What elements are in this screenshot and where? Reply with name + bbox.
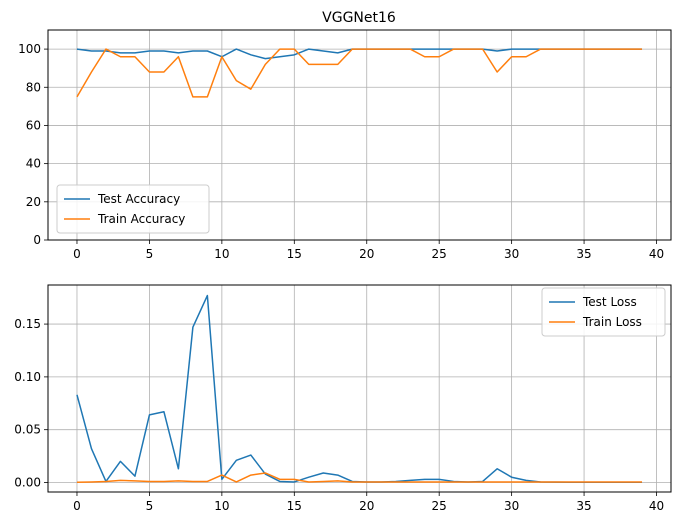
- loss-xtick-label: 30: [504, 499, 519, 513]
- loss-xtick-label: 15: [287, 499, 302, 513]
- accuracy-legend-label: Test Accuracy: [97, 192, 180, 206]
- accuracy-ytick-label: 100: [18, 42, 41, 56]
- loss-xtick-label: 20: [359, 499, 374, 513]
- loss-ytick-label: 0.05: [14, 423, 41, 437]
- loss-legend-label: Test Loss: [582, 295, 637, 309]
- loss-axes-frame: [47, 284, 672, 493]
- accuracy-legend-box: [56, 184, 210, 234]
- accuracy-xtick-label: 15: [287, 247, 302, 261]
- loss-xtick-label: 35: [576, 499, 591, 513]
- accuracy-ytick-label: 0: [33, 233, 41, 247]
- accuracy-series-test-accuracy: [76, 48, 643, 60]
- accuracy-xtick-label: 40: [649, 247, 664, 261]
- accuracy-xtick-label: 5: [146, 247, 154, 261]
- loss-ytick-label: 0.10: [14, 370, 41, 384]
- accuracy-ytick-label: 40: [26, 157, 41, 171]
- loss-legend-label: Train Loss: [582, 315, 642, 329]
- accuracy-legend-label: Train Accuracy: [97, 212, 185, 226]
- loss-ytick-label: 0.00: [14, 475, 41, 489]
- accuracy-series-train-accuracy: [76, 48, 643, 98]
- loss-legend-box: [541, 287, 666, 337]
- accuracy-xtick-label: 35: [576, 247, 591, 261]
- accuracy-xtick-label: 0: [73, 247, 81, 261]
- accuracy-xtick-label: 30: [504, 247, 519, 261]
- accuracy-xtick-label: 10: [214, 247, 229, 261]
- loss-legend: Test Loss Train Loss: [541, 287, 666, 337]
- accuracy-axes-frame: [47, 29, 672, 241]
- chart-title: VGGNet16: [322, 10, 396, 26]
- loss-chart: 0 5 10 15 20 25 30 35 40 0.00 0.05 0.10 0.15 Test Los…: [14, 284, 672, 513]
- loss-series-train-loss: [76, 472, 643, 484]
- accuracy-ytick-label: 60: [26, 118, 41, 132]
- loss-xtick-label: 25: [432, 499, 447, 513]
- loss-ytick-label: 0.15: [14, 317, 41, 331]
- accuracy-legend: Test Accuracy Train Accuracy: [56, 184, 210, 234]
- loss-xtick-label: 40: [649, 499, 664, 513]
- accuracy-ytick-label: 20: [26, 195, 41, 209]
- accuracy-xtick-label: 25: [432, 247, 447, 261]
- accuracy-ytick-label: 80: [26, 80, 41, 94]
- accuracy-xtick-label: 20: [359, 247, 374, 261]
- loss-xtick-label: 10: [214, 499, 229, 513]
- loss-xtick-label: 0: [73, 499, 81, 513]
- accuracy-chart: 0 5 10 15 20 25 30 35 40 0 20 40 60 80 100 Test Accurac…: [18, 29, 672, 261]
- loss-xtick-label: 5: [146, 499, 154, 513]
